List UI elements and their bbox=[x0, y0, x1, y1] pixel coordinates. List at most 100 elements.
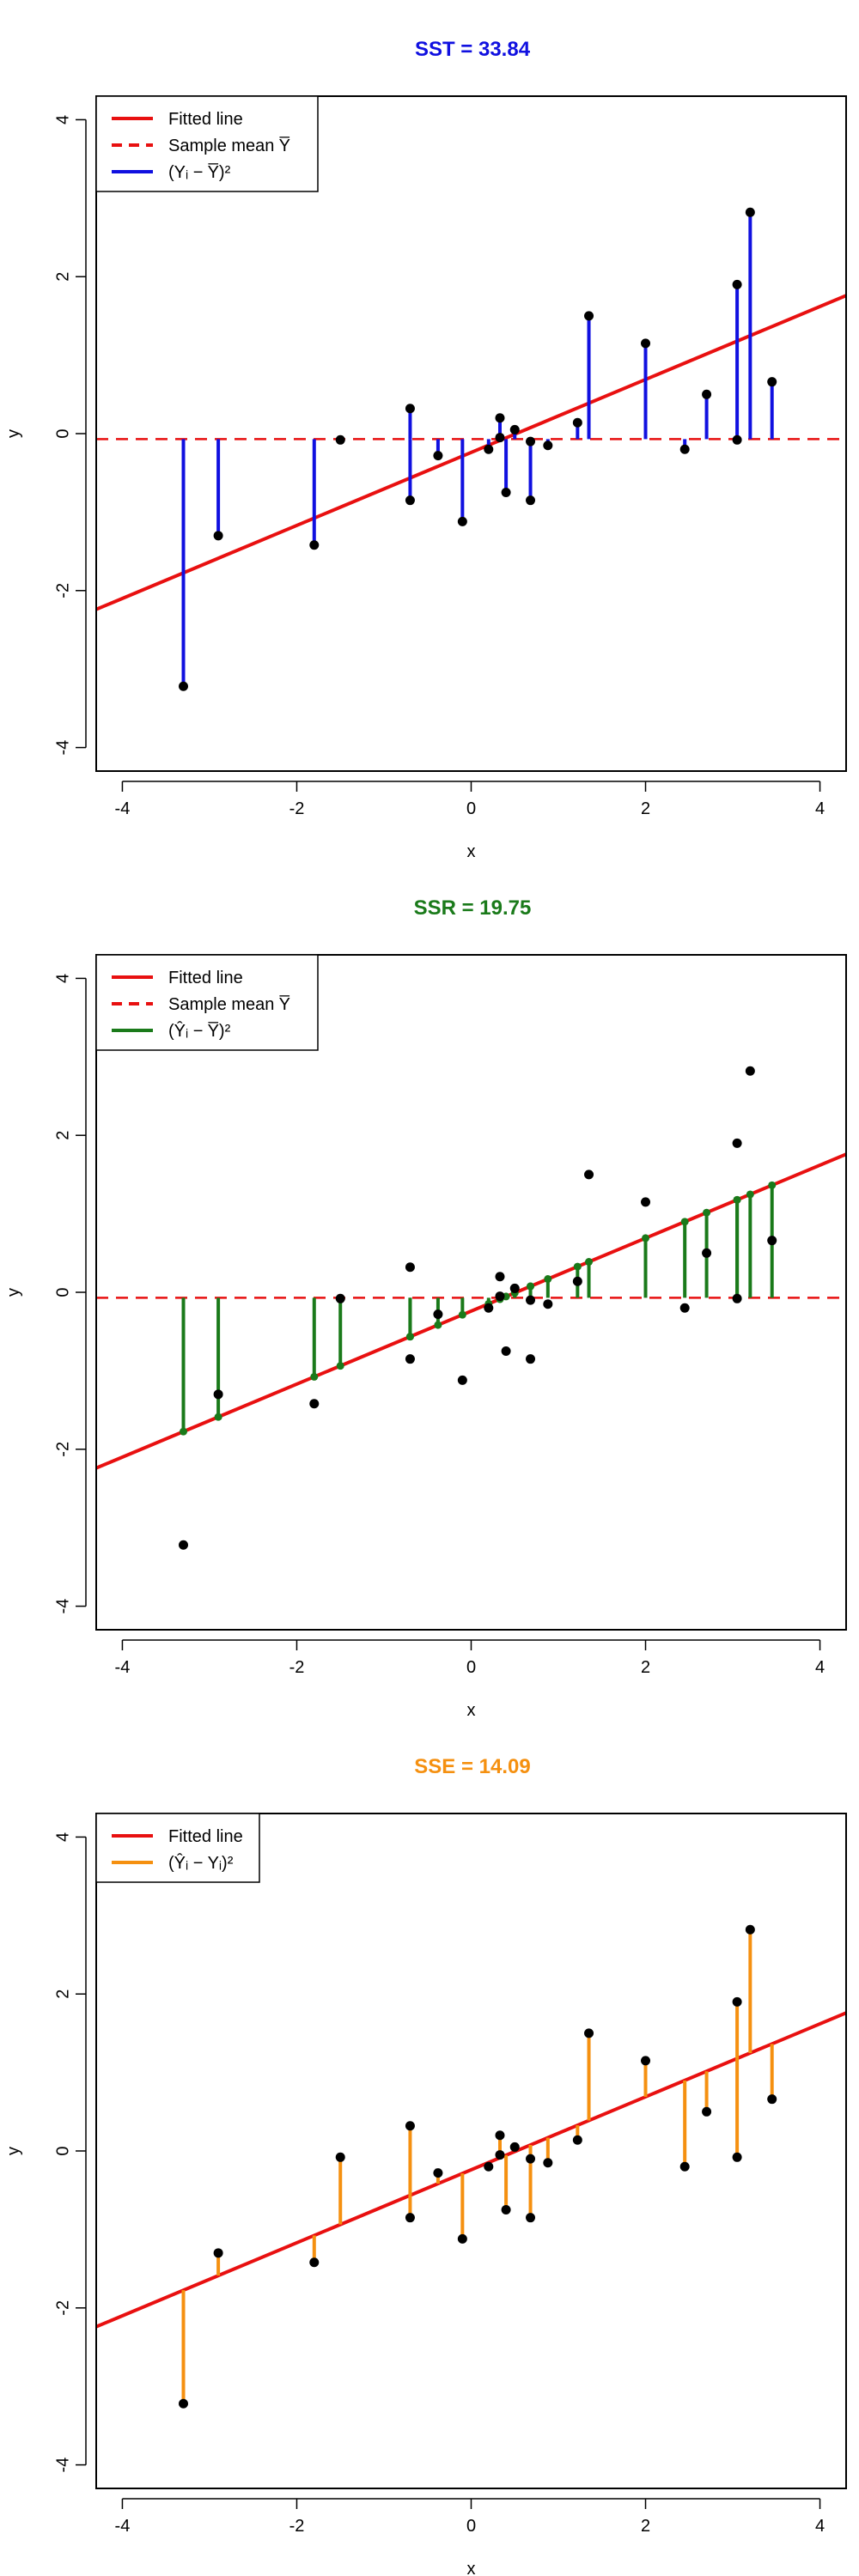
y-axis-label: y bbox=[4, 1288, 23, 1297]
data-point bbox=[495, 433, 505, 443]
data-point bbox=[433, 1309, 443, 1320]
data-point bbox=[732, 1293, 742, 1303]
x-tick-label: 4 bbox=[815, 2517, 825, 2536]
y-tick-label: 2 bbox=[53, 1131, 72, 1140]
legend-label: Fitted line bbox=[168, 1827, 243, 1846]
data-point bbox=[745, 207, 755, 217]
data-point bbox=[213, 531, 223, 541]
data-point bbox=[433, 451, 443, 461]
data-point bbox=[526, 495, 536, 506]
fitted-point bbox=[703, 1208, 711, 1217]
fitted-point bbox=[573, 1262, 582, 1271]
data-point bbox=[745, 1924, 755, 1935]
data-point bbox=[572, 417, 582, 428]
data-point bbox=[584, 311, 594, 321]
x-tick-label: -4 bbox=[115, 1658, 131, 1677]
data-point bbox=[732, 434, 742, 445]
data-point bbox=[335, 434, 345, 445]
data-point bbox=[405, 1354, 415, 1364]
fitted-point bbox=[405, 1333, 414, 1341]
data-point bbox=[526, 436, 536, 447]
data-point bbox=[509, 2142, 520, 2152]
data-point bbox=[526, 1295, 536, 1305]
data-point bbox=[501, 2205, 511, 2215]
data-point bbox=[584, 1170, 594, 1180]
data-point bbox=[702, 389, 712, 399]
data-point bbox=[495, 413, 505, 423]
data-point bbox=[641, 2056, 651, 2066]
legend-label: Sample mean Y̅ bbox=[168, 994, 290, 1014]
data-point bbox=[495, 1291, 505, 1302]
x-tick-label: -4 bbox=[115, 799, 131, 818]
data-point bbox=[679, 2161, 690, 2172]
legend: Fitted line Sample mean Y̅ (Ŷᵢ − Y̅)² bbox=[95, 954, 319, 1051]
plot-area bbox=[96, 1924, 846, 2409]
data-point bbox=[501, 488, 511, 498]
data-point bbox=[335, 1293, 345, 1303]
fitted-point bbox=[680, 1218, 689, 1226]
x-tick-label: -2 bbox=[289, 2517, 305, 2536]
data-point bbox=[433, 2168, 443, 2178]
data-point bbox=[526, 2213, 536, 2223]
legend: Fitted line Sample mean Y̅ (Yᵢ − Y̅)² bbox=[95, 95, 319, 192]
data-point bbox=[484, 1303, 494, 1313]
y-tick-label: 0 bbox=[53, 428, 72, 438]
data-point bbox=[501, 1346, 511, 1357]
y-tick-label: 4 bbox=[53, 1832, 72, 1842]
data-point bbox=[335, 2152, 345, 2162]
data-point bbox=[509, 424, 520, 434]
legend-box bbox=[95, 1813, 260, 1883]
data-point bbox=[509, 1283, 520, 1293]
fitted-point bbox=[768, 1181, 777, 1189]
y-axis: -4 -2 0 2 4 y bbox=[4, 1832, 87, 2472]
data-point bbox=[309, 2257, 320, 2268]
data-point bbox=[543, 440, 553, 451]
data-point bbox=[405, 2121, 415, 2131]
fitted-point bbox=[642, 1234, 650, 1242]
y-axis-label: y bbox=[4, 2147, 23, 2155]
data-point bbox=[543, 1299, 553, 1309]
y-tick-label: 2 bbox=[53, 272, 72, 282]
data-point bbox=[526, 2154, 536, 2164]
data-point bbox=[457, 2233, 467, 2244]
plot-frame bbox=[95, 954, 847, 1631]
data-point bbox=[641, 1197, 651, 1207]
data-point bbox=[543, 2158, 553, 2168]
data-point bbox=[309, 1399, 320, 1409]
data-point bbox=[641, 338, 651, 349]
data-point bbox=[526, 1354, 536, 1364]
fitted-line bbox=[96, 2011, 846, 2329]
fitted-point bbox=[527, 1282, 535, 1291]
y-tick-label: 4 bbox=[53, 974, 72, 983]
x-tick-label: 0 bbox=[466, 799, 476, 818]
data-point bbox=[457, 516, 467, 526]
data-point bbox=[405, 2213, 415, 2223]
fitted-point bbox=[214, 1413, 222, 1421]
y-tick-label: 2 bbox=[53, 1990, 72, 1999]
x-tick-label: 4 bbox=[815, 799, 825, 818]
chart-title: SST = 33.84 bbox=[415, 38, 531, 61]
data-point bbox=[495, 2150, 505, 2160]
legend-label: (Yᵢ − Y̅)² bbox=[168, 162, 231, 182]
data-point bbox=[179, 2398, 189, 2409]
y-tick-label: -4 bbox=[53, 1599, 72, 1614]
data-point bbox=[584, 2028, 594, 2038]
y-axis: -4 -2 0 2 4 y bbox=[4, 115, 87, 756]
panel-2: SSR = 19.75 -4 -2 0 2 4 x -4 -2 0 2 4 y Fitted line Sa… bbox=[4, 896, 847, 1720]
data-point bbox=[179, 1540, 189, 1550]
data-point bbox=[732, 2152, 742, 2162]
data-point bbox=[213, 1389, 223, 1400]
fitted-point bbox=[544, 1275, 552, 1284]
legend: Fitted line (Ŷᵢ − Yᵢ)² bbox=[95, 1813, 260, 1883]
legend-label: (Ŷᵢ − Y̅)² bbox=[168, 1021, 231, 1041]
y-axis: -4 -2 0 2 4 y bbox=[4, 974, 87, 1614]
x-tick-label: 0 bbox=[466, 2517, 476, 2536]
x-tick-label: 0 bbox=[466, 1658, 476, 1677]
data-point bbox=[679, 444, 690, 454]
data-point bbox=[484, 2161, 494, 2172]
y-tick-label: -4 bbox=[53, 740, 72, 756]
x-tick-label: 4 bbox=[815, 1658, 825, 1677]
x-tick-label: 2 bbox=[641, 2517, 650, 2536]
data-point bbox=[702, 2106, 712, 2117]
data-point bbox=[679, 1303, 690, 1313]
